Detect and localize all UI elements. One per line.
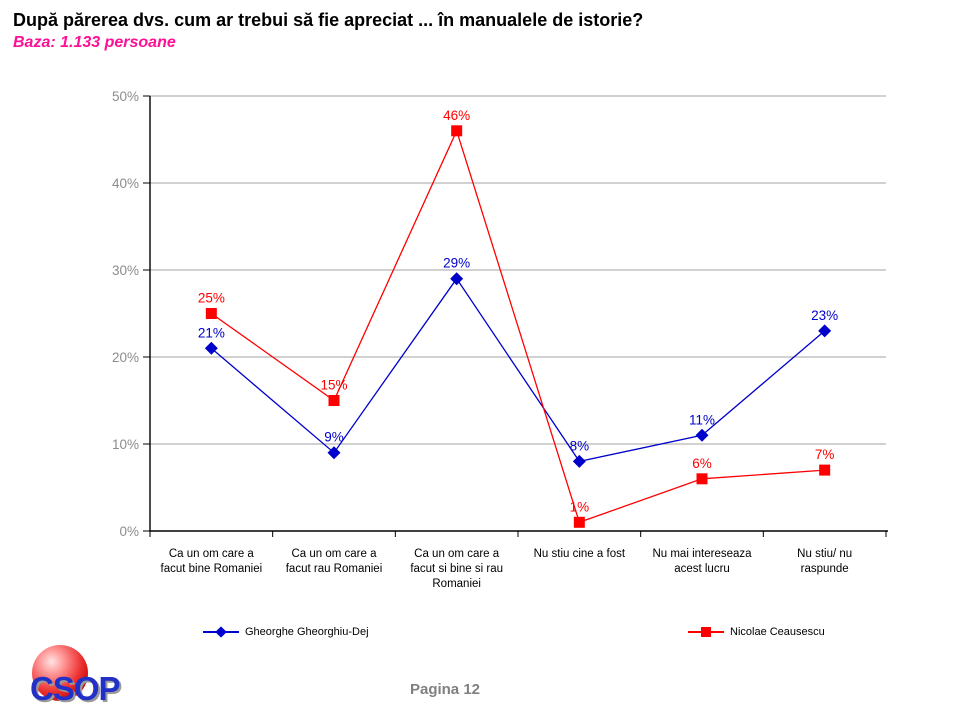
y-tick-label: 10%	[112, 437, 139, 452]
data-label: 1%	[570, 499, 590, 514]
y-tick-label: 0%	[119, 524, 139, 539]
y-tick-label: 50%	[112, 89, 139, 104]
logo-text: CSOP	[30, 670, 121, 707]
y-tick-label: 20%	[112, 350, 139, 365]
data-point-marker	[204, 341, 218, 355]
data-point-marker	[818, 324, 832, 338]
data-label: 23%	[811, 308, 838, 323]
data-point-marker	[205, 308, 217, 319]
data-point-marker	[572, 454, 586, 468]
category-label: Ca un om care a facut si bine si rau Roman…	[410, 548, 503, 590]
page-number: Pagina 12	[409, 681, 481, 698]
chart-legend: Gheorghe Gheorghiu-Dej Nicolae Ceausescu	[0, 620, 960, 644]
legend-item-gheorghiu-dej: Gheorghe Gheorghiu-Dej	[203, 620, 369, 644]
data-point-marker	[573, 516, 585, 528]
category-label: Ca un om care a facut bine Romaniei	[161, 548, 263, 575]
legend-item-ceausescu: Nicolae Ceausescu	[688, 620, 825, 644]
red-sphere-icon	[32, 645, 88, 701]
data-label: 46%	[443, 108, 470, 123]
legend-diamond-marker-icon	[203, 625, 239, 639]
y-tick-label: 40%	[112, 176, 139, 191]
data-label: 25%	[198, 291, 225, 306]
data-label: 7%	[815, 447, 835, 462]
category-label: Nu stiu cine a fost	[534, 548, 626, 560]
series-line	[210, 128, 825, 524]
category-label: Ca un om care a facut rau Romaniei	[286, 548, 383, 575]
data-label: 15%	[320, 378, 347, 393]
category-label: Nu stiu/ nu raspunde	[797, 548, 852, 575]
data-point-marker	[450, 272, 464, 286]
csop-logo: CSOP	[20, 643, 130, 713]
legend-label: Gheorghe Gheorghiu-Dej	[245, 626, 369, 638]
data-label: 29%	[443, 256, 470, 271]
data-label: 8%	[570, 438, 590, 453]
data-point-marker	[695, 428, 709, 442]
data-point-marker	[696, 473, 708, 485]
data-point-marker	[328, 395, 340, 406]
legend-square-marker-icon	[688, 625, 724, 639]
data-point-marker	[451, 125, 463, 137]
category-label: Nu mai intereseaza acest lucru	[652, 548, 752, 575]
legend-label: Nicolae Ceausescu	[730, 626, 825, 638]
data-label: 9%	[324, 430, 344, 445]
series-line	[210, 277, 826, 463]
y-tick-label: 30%	[112, 263, 139, 278]
data-label: 11%	[689, 412, 715, 427]
data-label: 21%	[198, 325, 225, 340]
line-chart: 0% 10% 20% 30% 40% 50% Ca un om care a facut bi…	[112, 89, 888, 590]
chart-subtitle: Baza: 1.133 persoane	[13, 34, 176, 51]
chart-title: După părerea dvs. cum ar trebui să fie a…	[13, 10, 644, 30]
data-label: 6%	[692, 456, 712, 471]
data-point-marker	[819, 464, 831, 476]
data-point-marker	[327, 446, 341, 460]
